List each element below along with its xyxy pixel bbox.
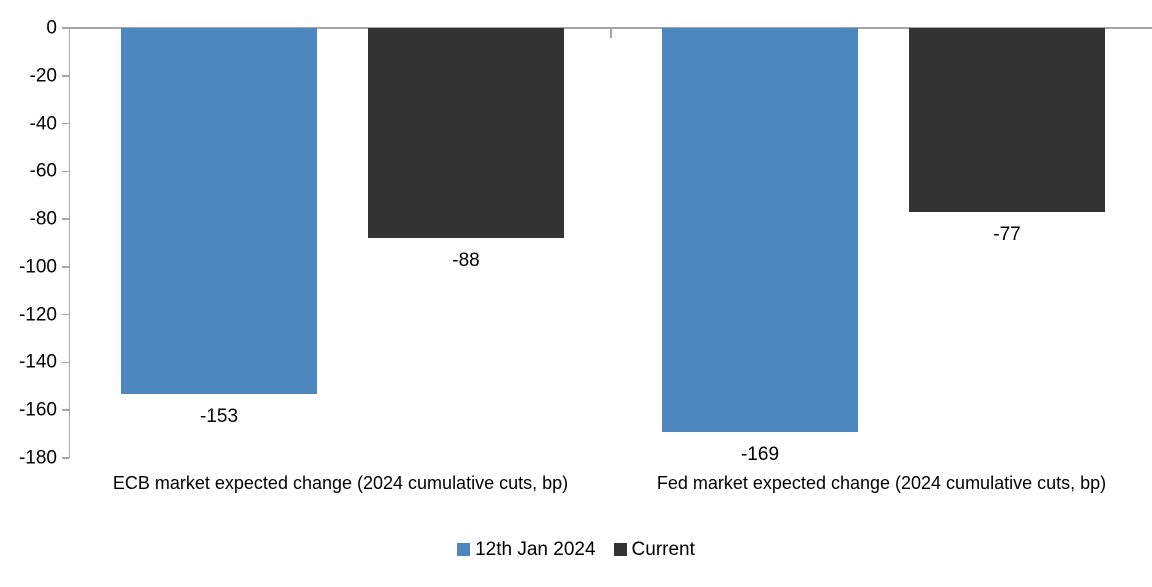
data-label: -88	[452, 250, 480, 272]
y-axis-line	[68, 27, 70, 458]
zero-axis-line	[63, 27, 1152, 29]
legend-swatch-blue	[457, 543, 471, 556]
y-axis-tick-label: -100	[18, 256, 57, 278]
bar-fed-12th-jan-2024	[662, 28, 858, 432]
y-axis-tick	[62, 27, 69, 29]
category-label-fed: Fed market expected change (2024 cumulat…	[656, 473, 1107, 493]
bar-ecb-12th-jan-2024	[121, 28, 317, 394]
legend-item-12th-jan-2024: 12th Jan 2024	[457, 539, 596, 560]
y-axis-tick	[62, 266, 69, 268]
y-axis-tick	[62, 122, 69, 125]
y-axis-tick	[62, 457, 69, 459]
y-axis-tick	[62, 313, 69, 316]
data-label: -77	[993, 223, 1021, 245]
y-axis-tick-label: -160	[18, 399, 57, 421]
y-axis-tick	[62, 409, 69, 411]
y-axis-tick-label: -20	[29, 65, 57, 87]
legend: 12th Jan 2024 Current	[0, 540, 1152, 559]
data-label: -153	[199, 405, 239, 427]
legend-label-current: Current	[631, 539, 695, 560]
y-axis-tick-label: -40	[29, 113, 57, 135]
legend-swatch-dark	[613, 543, 627, 556]
legend-item-current: Current	[613, 539, 695, 560]
y-axis-tick-label: -60	[29, 160, 57, 182]
y-axis-tick	[62, 361, 69, 364]
category-boundary-tick	[610, 28, 612, 38]
y-axis-tick	[62, 75, 69, 77]
y-axis-tick	[62, 218, 69, 220]
category-label-ecb: ECB market expected change (2024 cumulat…	[112, 473, 569, 493]
y-axis-tick-label: -120	[18, 304, 57, 326]
bar-fed-current	[909, 28, 1105, 212]
legend-label-12th-jan-2024: 12th Jan 2024	[475, 539, 596, 560]
y-axis-tick-label: -180	[18, 447, 57, 469]
y-axis-tick	[62, 170, 69, 173]
data-label: -169	[740, 443, 780, 465]
y-axis-tick-label: -140	[18, 351, 57, 373]
bar-ecb-current	[368, 28, 564, 239]
y-axis-tick-label: -80	[29, 208, 57, 230]
y-axis-tick-label: 0	[46, 17, 57, 39]
